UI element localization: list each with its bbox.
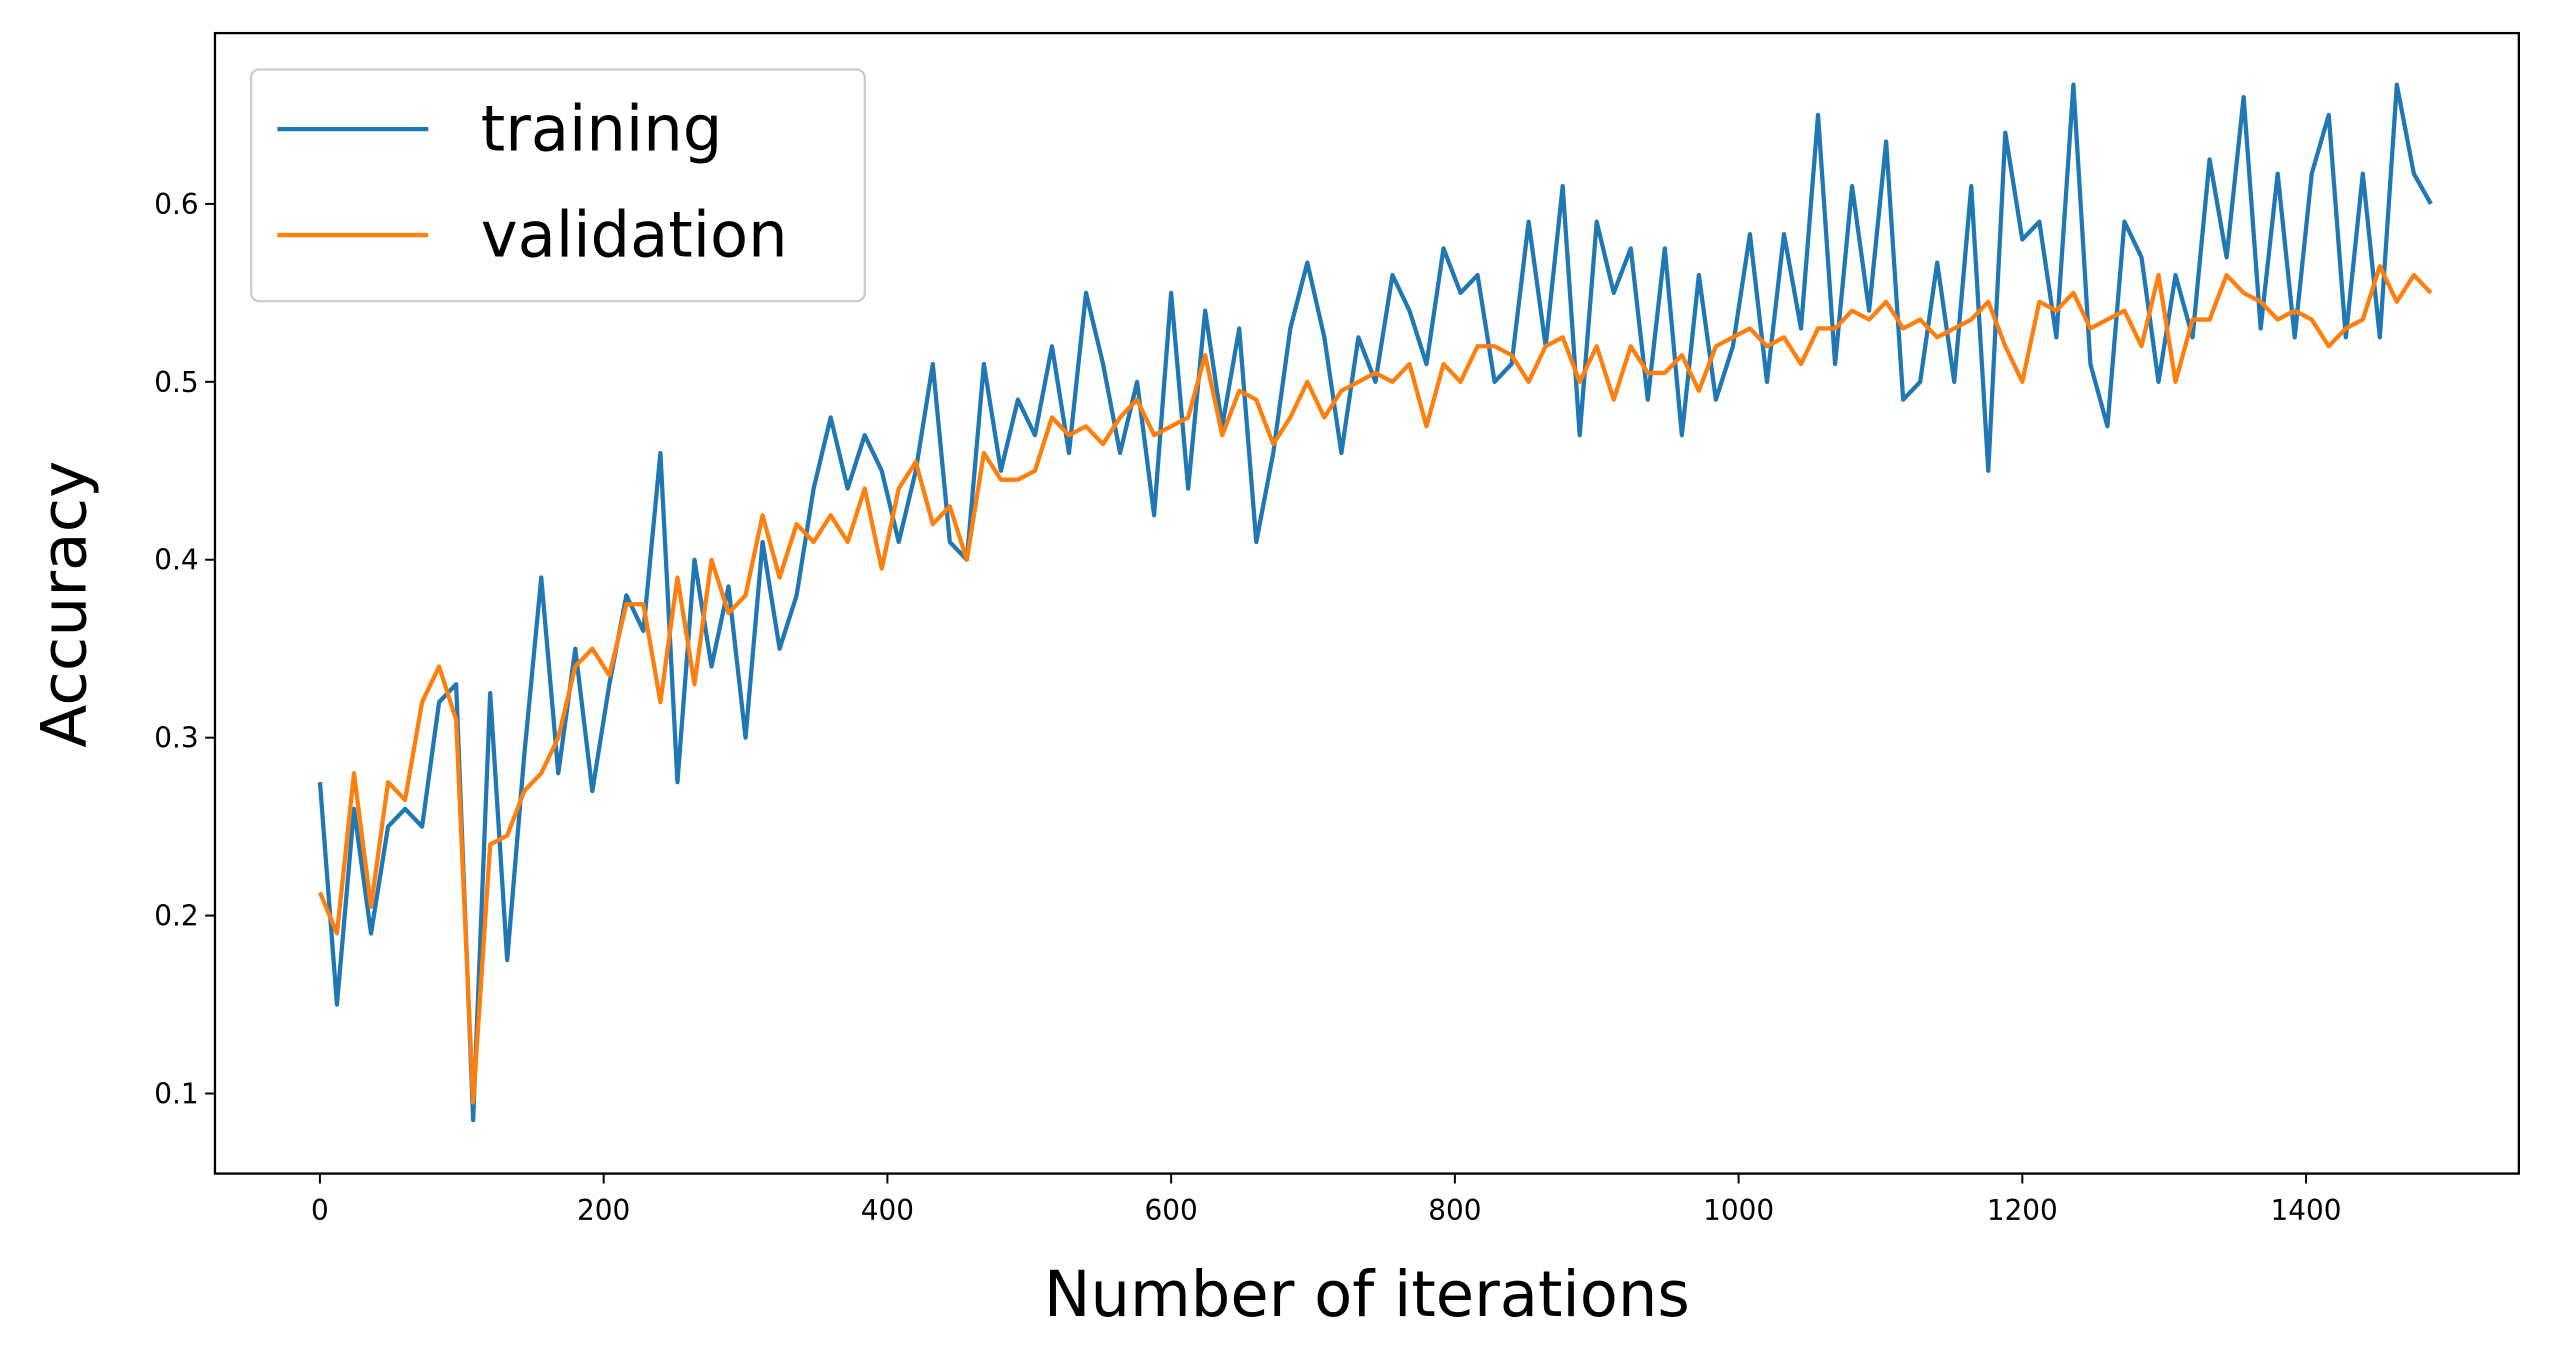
x-tick-label: 1200 [1987,1194,2058,1227]
legend: training validation [249,68,866,303]
x-axis-label: Number of iterations [1044,1258,1690,1331]
y-tick-label: 0.2 [154,899,198,932]
series-line [317,264,2433,1105]
y-tick-label: 0.5 [154,366,198,399]
series-line [317,82,2433,1123]
y-tick-label: 0.4 [154,544,198,577]
x-tick-label: 400 [861,1194,914,1227]
x-tick-label: 800 [1428,1194,1481,1227]
x-tick-label: 600 [1145,1194,1198,1227]
x-tick-label: 200 [577,1194,630,1227]
x-tick-label: 1400 [2271,1194,2342,1227]
y-tick-label: 0.6 [154,188,198,221]
plot-frame [213,31,2520,1175]
y-tick-label: 0.1 [154,1077,198,1110]
legend-label: training [481,92,723,165]
y-tick-label: 0.3 [154,721,198,754]
y-axis-label: Accuracy [28,461,101,748]
x-tick-label: 1000 [1703,1194,1774,1227]
legend-label: validation [481,198,788,271]
x-tick-label: 0 [311,1194,329,1227]
